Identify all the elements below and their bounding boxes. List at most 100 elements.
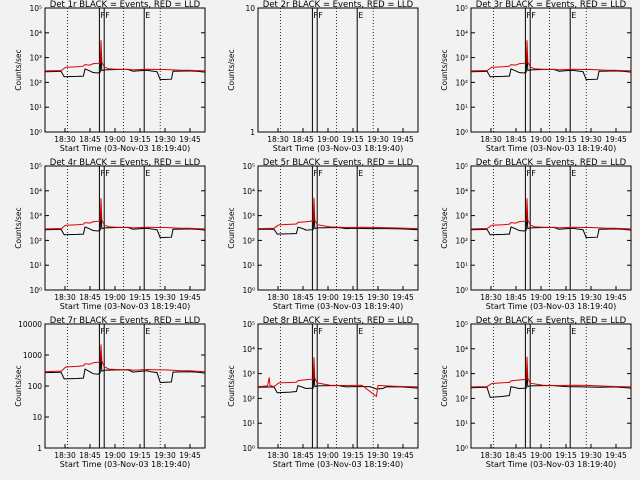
y-axis-label: Counts/sec	[440, 49, 449, 90]
marker-label: F	[531, 169, 536, 178]
y-tick-label: 10⁵	[29, 162, 42, 171]
x-tick-label: 18:45	[79, 451, 101, 460]
x-tick-label: 18:45	[505, 135, 527, 144]
x-tick-label: 18:30	[267, 135, 289, 144]
x-tick-label: 19:45	[605, 293, 627, 302]
x-tick-label: 19:00	[530, 451, 552, 460]
y-tick-label: 10⁴	[29, 29, 42, 38]
x-tick-label: 19:30	[367, 135, 389, 144]
x-axis-label: Start Time (03-Nov-03 18:19:40)	[60, 460, 190, 469]
x-tick-label: 19:30	[580, 293, 602, 302]
series-lld	[257, 357, 419, 398]
y-tick-label: 10⁴	[242, 345, 255, 354]
y-tick-label: 10⁰	[29, 128, 42, 137]
x-axis-label: Start Time (03-Nov-03 18:19:40)	[486, 460, 616, 469]
panel-title: Det 6r BLACK = Events, RED = LLD	[476, 158, 627, 168]
x-tick-label: 19:15	[129, 135, 151, 144]
marker-label: E	[571, 327, 576, 336]
x-tick-label: 19:30	[154, 451, 176, 460]
marker-label: F	[526, 327, 531, 336]
y-tick-label: 10⁴	[29, 187, 42, 196]
x-tick-label: 19:00	[104, 293, 126, 302]
series-lld	[44, 198, 206, 230]
x-axis-label: Start Time (03-Nov-03 18:19:40)	[486, 302, 616, 311]
x-tick-label: 19:15	[342, 293, 364, 302]
y-tick-label: 10⁰	[29, 286, 42, 295]
panel-title: Det 8r BLACK = Events, RED = LLD	[263, 316, 414, 326]
y-tick-label: 1000	[23, 351, 42, 360]
x-tick-label: 18:30	[480, 293, 502, 302]
series-lld	[470, 40, 632, 72]
marker-label: F	[531, 327, 536, 336]
x-tick-label: 19:00	[104, 135, 126, 144]
plot-frame	[44, 323, 206, 449]
x-tick-label: 19:45	[179, 451, 201, 460]
y-tick-label: 10³	[29, 212, 42, 221]
x-tick-label: 19:00	[104, 451, 126, 460]
x-tick-label: 18:30	[54, 293, 76, 302]
x-axis-label: Start Time (03-Nov-03 18:19:40)	[273, 144, 403, 153]
y-tick-label: 10³	[455, 54, 468, 63]
y-tick-label: 10¹	[242, 261, 255, 270]
y-tick-label: 10¹	[455, 419, 468, 428]
x-tick-label: 19:45	[605, 451, 627, 460]
marker-label: E	[145, 169, 150, 178]
marker-label: F	[100, 169, 105, 178]
x-tick-label: 19:45	[179, 135, 201, 144]
x-axis-label: Start Time (03-Nov-03 18:19:40)	[273, 460, 403, 469]
y-tick-label: 10³	[29, 54, 42, 63]
y-axis-label: Counts/sec	[227, 49, 236, 90]
y-tick-label: 10¹	[242, 419, 255, 428]
y-tick-label: 10¹	[29, 261, 42, 270]
y-tick-label: 10²	[242, 236, 255, 245]
marker-label: F	[526, 11, 531, 20]
marker-label: E	[358, 169, 363, 178]
marker-label: F	[318, 11, 323, 20]
y-tick-label: 10⁰	[455, 444, 468, 453]
y-tick-label: 10²	[455, 394, 468, 403]
y-tick-label: 10	[32, 413, 42, 422]
y-axis-label: Counts/sec	[14, 49, 23, 90]
x-tick-label: 19:00	[317, 293, 339, 302]
marker-label: F	[105, 11, 110, 20]
y-tick-label: 10²	[29, 236, 42, 245]
x-tick-label: 19:45	[392, 451, 414, 460]
x-tick-label: 18:45	[79, 293, 101, 302]
marker-label: F	[531, 11, 536, 20]
x-tick-label: 18:30	[480, 135, 502, 144]
y-tick-label: 10	[245, 4, 255, 13]
x-tick-label: 18:30	[267, 293, 289, 302]
panel-title: Det 4r BLACK = Events, RED = LLD	[50, 158, 201, 168]
x-tick-label: 19:30	[154, 135, 176, 144]
marker-label: F	[313, 169, 318, 178]
panel-title: Det 9r BLACK = Events, RED = LLD	[476, 316, 627, 326]
y-tick-label: 10⁰	[242, 444, 255, 453]
x-tick-label: 18:45	[292, 135, 314, 144]
x-tick-label: 18:45	[79, 135, 101, 144]
x-tick-label: 19:15	[342, 451, 364, 460]
marker-label: E	[571, 11, 576, 20]
x-tick-label: 19:45	[392, 293, 414, 302]
x-tick-label: 19:15	[555, 451, 577, 460]
x-tick-label: 19:15	[129, 293, 151, 302]
marker-label: E	[145, 327, 150, 336]
x-tick-label: 19:15	[342, 135, 364, 144]
y-tick-label: 10⁵	[455, 162, 468, 171]
y-tick-label: 10³	[455, 212, 468, 221]
x-tick-label: 18:30	[267, 451, 289, 460]
y-tick-label: 10³	[455, 370, 468, 379]
y-axis-label: Counts/sec	[440, 365, 449, 406]
y-tick-label: 10⁰	[455, 286, 468, 295]
x-tick-label: 19:00	[317, 135, 339, 144]
marker-label: F	[105, 327, 110, 336]
marker-label: F	[313, 11, 318, 20]
x-tick-label: 18:45	[505, 451, 527, 460]
y-tick-label: 10²	[242, 394, 255, 403]
y-tick-label: 1	[37, 444, 42, 453]
y-axis-label: Counts/sec	[14, 365, 23, 406]
